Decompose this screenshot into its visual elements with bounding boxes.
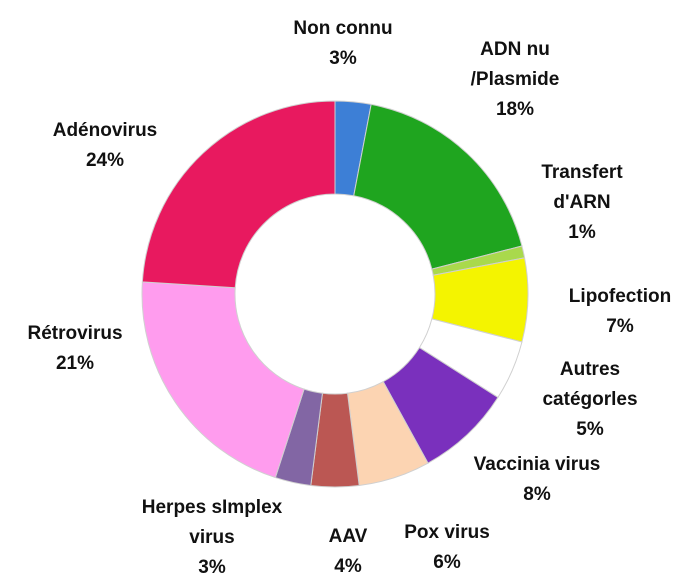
value-label: 18% <box>495 99 535 120</box>
slice-label: Herpes sImplex virus 3% <box>142 493 282 583</box>
category-name: Non connu <box>293 18 393 39</box>
category-name: Pox virus <box>404 522 490 543</box>
category-name: Rétrovirus <box>27 323 123 344</box>
value-label: 24% <box>85 150 125 171</box>
slice-label: Rétrovirus 21% <box>27 319 122 379</box>
slice-label: Lipofection 7% <box>569 282 671 342</box>
value-label: 21% <box>55 353 95 374</box>
value-label: 3% <box>198 557 226 578</box>
value-label: 4% <box>334 556 362 577</box>
category-name: Transfert d'ARN <box>541 162 623 213</box>
value-label: 6% <box>433 552 461 573</box>
category-name: ADN nu /Plasmide <box>470 39 560 90</box>
slice-label: Non connu 3% <box>293 14 392 74</box>
value-label: 3% <box>329 48 357 69</box>
donut-slice <box>141 100 336 289</box>
category-name: Vaccinia virus <box>473 454 601 475</box>
value-label: 1% <box>568 222 596 243</box>
category-name: Lipofection <box>568 286 672 307</box>
slice-label: Vaccinia virus 8% <box>474 450 601 510</box>
value-label: 5% <box>576 419 604 440</box>
value-label: 7% <box>606 316 634 337</box>
category-name: Adénovirus <box>52 120 158 141</box>
category-name: Herpes sImplex virus <box>141 497 283 548</box>
slice-label: ADN nu /Plasmide 18% <box>471 35 560 125</box>
category-name: AAV <box>328 526 368 547</box>
slice-label: Autres catégorles 5% <box>542 355 637 445</box>
value-label: 8% <box>523 484 551 505</box>
slice-label: Transfert d'ARN 1% <box>541 158 622 248</box>
donut-slice <box>141 281 305 479</box>
donut-slice <box>353 103 523 270</box>
category-name: Autres catégorles <box>542 359 638 410</box>
slice-label: AAV 4% <box>329 522 368 582</box>
slice-label: Adénovirus 24% <box>53 116 158 176</box>
slice-label: Pox virus 6% <box>404 518 490 578</box>
